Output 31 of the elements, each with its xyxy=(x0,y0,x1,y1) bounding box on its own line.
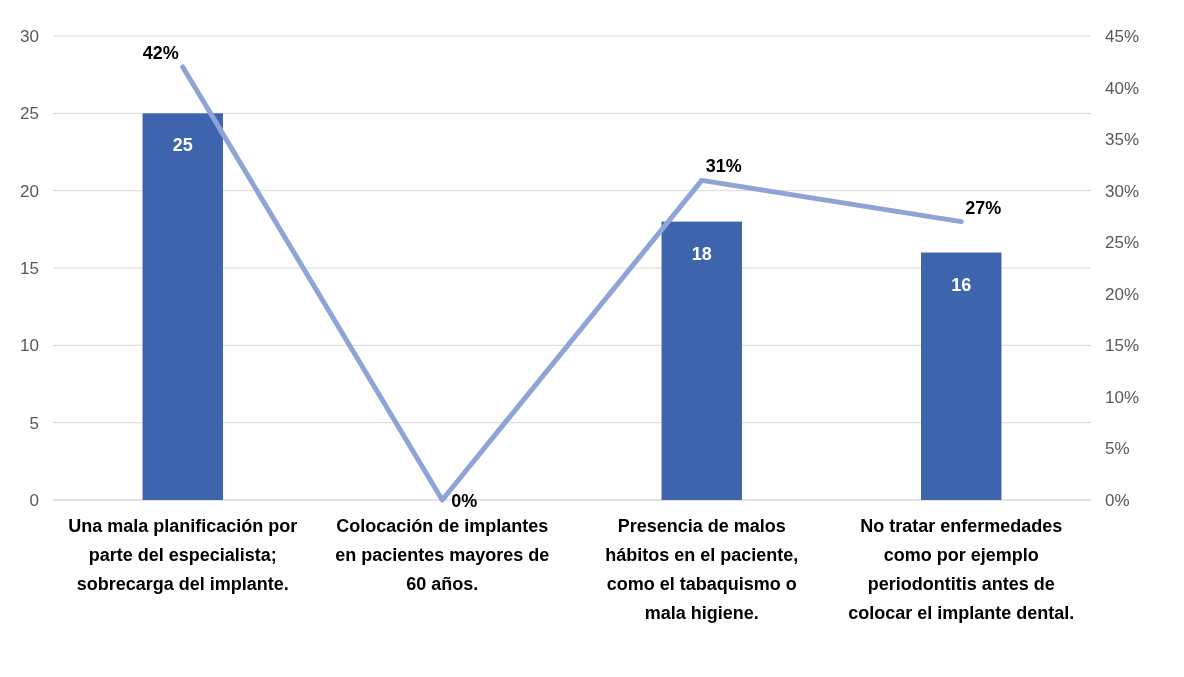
bar xyxy=(921,252,1002,500)
y2-tick-label: 20% xyxy=(1105,284,1140,304)
x-tick-label: No tratar enfermedades como por ejemplo periodontitis antes de colocar el implante dental. xyxy=(848,516,1075,623)
y2-tick-label: 15% xyxy=(1105,336,1140,356)
y2-tick-label: 10% xyxy=(1105,387,1140,407)
y-tick-label: 20 xyxy=(20,181,39,201)
x-tick-label: Presencia de malos hábitos en el paciente, como el tabaquismo o mala higiene. xyxy=(605,516,799,623)
y-tick-label: 15 xyxy=(20,258,39,278)
data-label: 31% xyxy=(705,156,742,177)
y-tick-label: 0 xyxy=(29,490,39,510)
y-tick-label: 10 xyxy=(20,336,39,356)
x-tick-label: Colocación de implantes en pacientes mayores de 60 años. xyxy=(335,516,550,594)
data-label: 25 xyxy=(172,135,193,156)
data-label: 42% xyxy=(142,42,179,63)
y-tick-label: 30 xyxy=(20,26,39,46)
y2-tick-label: 40% xyxy=(1105,78,1140,98)
data-label: 16 xyxy=(951,274,972,295)
y2-tick-label: 45% xyxy=(1105,26,1140,46)
y-tick-label: 25 xyxy=(20,104,39,124)
bar xyxy=(142,113,223,500)
y2-tick-label: 25% xyxy=(1105,233,1140,253)
y2-tick-label: 30% xyxy=(1105,181,1140,201)
y2-tick-label: 0% xyxy=(1105,490,1130,510)
bar xyxy=(661,221,742,500)
y2-tick-label: 35% xyxy=(1105,130,1140,150)
y-tick-label: 5 xyxy=(29,413,39,433)
y2-tick-label: 5% xyxy=(1105,439,1130,459)
data-label: 27% xyxy=(965,197,1002,218)
x-tick-label: Una mala planificación por parte del especialista; sobrecarga del implante. xyxy=(68,516,298,594)
data-label: 0% xyxy=(451,491,478,511)
data-label: 18 xyxy=(691,243,712,264)
